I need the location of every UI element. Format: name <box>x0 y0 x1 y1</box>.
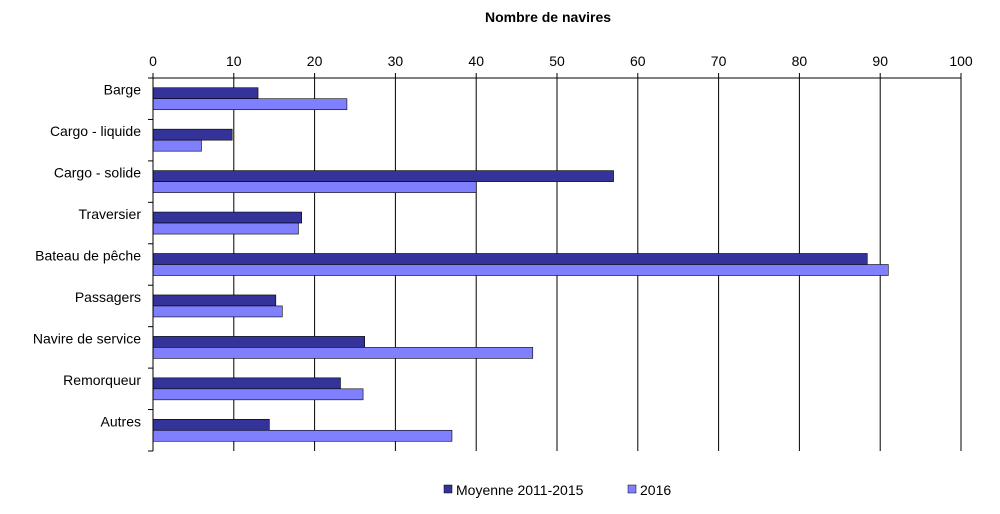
bar-bateau-de-peche-moyenne-2011-2015 <box>152 253 868 265</box>
x-tick-label-10: 10 <box>226 53 242 69</box>
legend-swatch-moyenne-2011-2015 <box>443 484 453 494</box>
x-tick-label-90: 90 <box>872 53 888 69</box>
legend-label-moyenne-2011-2015: Moyenne 2011-2015 <box>456 482 584 498</box>
legend-swatch-2016 <box>627 484 637 494</box>
x-tick-label-0: 0 <box>149 53 157 69</box>
legend-item-2016: 2016 <box>627 482 671 498</box>
x-tick-label-80: 80 <box>792 53 808 69</box>
bar-bateau-de-peche-2016 <box>152 264 889 276</box>
legend-item-moyenne-2011-2015: Moyenne 2011-2015 <box>443 482 584 498</box>
legend-label-2016: 2016 <box>640 482 671 498</box>
category-label-autres: Autres <box>101 413 141 429</box>
category-label-cargo-liquide: Cargo - liquide <box>50 123 141 139</box>
bar-remorqueur-2016 <box>152 388 364 401</box>
bar-passagers-2016 <box>152 305 283 318</box>
bar-traversier-moyenne-2011-2015 <box>152 211 302 224</box>
category-label-navire-de-service: Navire de service <box>33 330 141 346</box>
axis-layer <box>148 73 962 452</box>
bar-cargo-solide-2016 <box>152 181 477 193</box>
legend: Moyenne 2011-2015 2016 <box>443 482 671 498</box>
bar-traversier-2016 <box>152 222 299 235</box>
bar-navire-de-service-moyenne-2011-2015 <box>152 336 365 348</box>
bar-autres-moyenne-2011-2015 <box>152 418 270 431</box>
bar-cargo-solide-moyenne-2011-2015 <box>152 170 614 182</box>
category-label-traversier: Traversier <box>79 206 142 222</box>
x-tick-label-50: 50 <box>549 53 565 69</box>
tick-label-layer: 0 10 20 30 40 50 60 70 80 90 100 <box>149 53 973 69</box>
category-label-passagers: Passagers <box>75 289 141 305</box>
x-tick-label-40: 40 <box>468 53 484 69</box>
bar-passagers-moyenne-2011-2015 <box>152 294 277 307</box>
category-label-barge: Barge <box>104 82 142 98</box>
category-label-bateau-de-peche: Bateau de pêche <box>35 248 141 264</box>
x-tick-label-30: 30 <box>388 53 404 69</box>
chart-title: Nombre de navires <box>485 9 611 25</box>
bar-navire-de-service-2016 <box>152 347 534 359</box>
x-tick-label-20: 20 <box>307 53 323 69</box>
bar-autres-2016 <box>152 429 453 442</box>
category-label-remorqueur: Remorqueur <box>63 372 141 388</box>
x-tick-label-100: 100 <box>949 53 973 69</box>
category-label-cargo-solide: Cargo - solide <box>54 165 141 181</box>
x-tick-label-60: 60 <box>630 53 646 69</box>
bar-barge-moyenne-2011-2015 <box>152 87 259 100</box>
bar-cargo-liquide-moyenne-2011-2015 <box>152 128 233 141</box>
bar-barge-2016 <box>152 98 348 111</box>
bar-layer <box>152 87 889 442</box>
x-tick-label-70: 70 <box>711 53 727 69</box>
category-label-layer: Barge Cargo - liquide Cargo - solide Traver… <box>33 82 141 430</box>
bar-cargo-liquide-2016 <box>152 139 202 152</box>
bar-remorqueur-moyenne-2011-2015 <box>152 377 341 390</box>
